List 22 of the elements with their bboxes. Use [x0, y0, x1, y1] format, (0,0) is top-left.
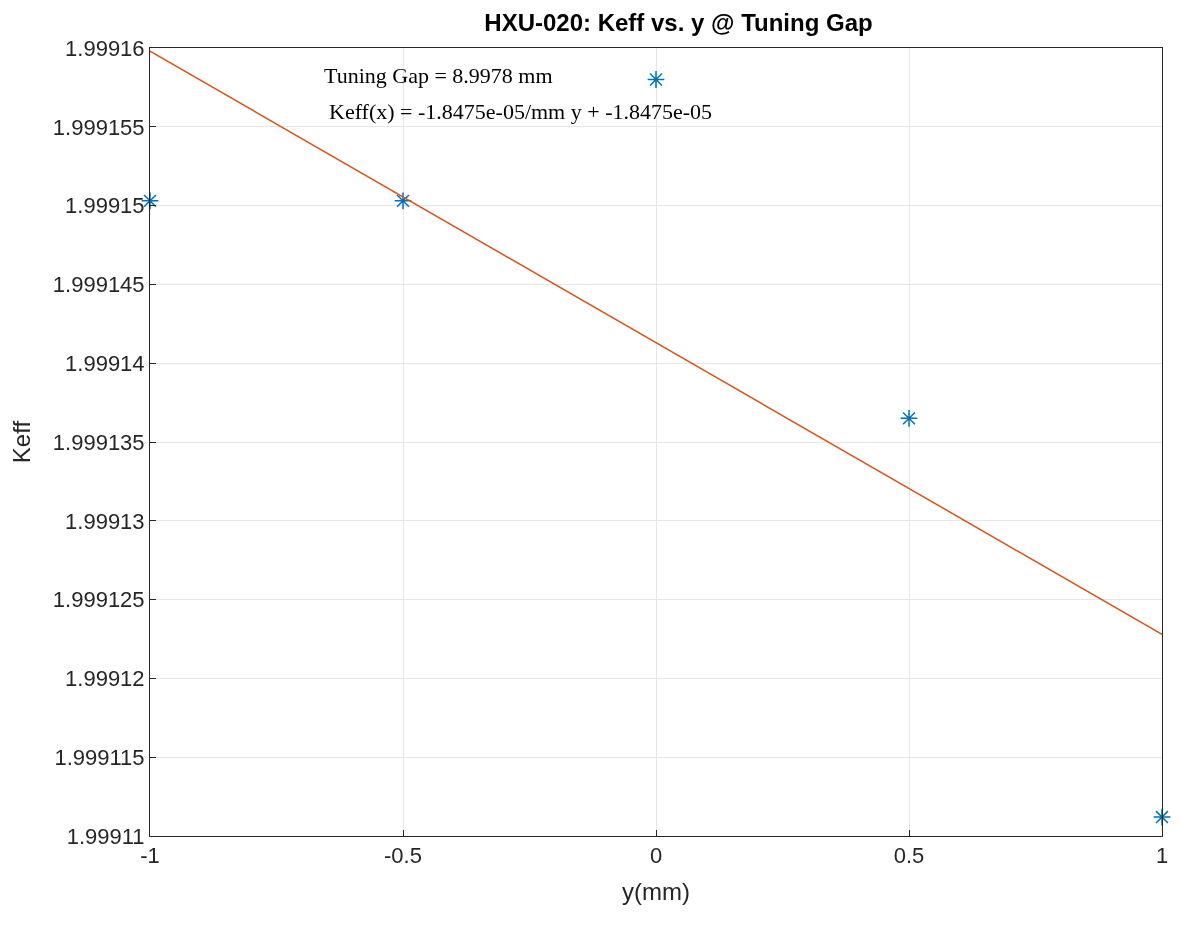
- x-axis-title: y(mm): [622, 877, 690, 905]
- y-axis-title: Keff: [7, 420, 35, 464]
- x-tick-label: 1: [1155, 843, 1169, 869]
- point: [1152, 807, 1172, 827]
- y-tick-label: 1.999155: [52, 114, 145, 140]
- y-tick-label: 1.99916: [65, 35, 145, 61]
- annotation: Keff(x) = -1.8475e-05/mm y + -1.8475e-05: [329, 99, 713, 124]
- x-tick-label: -0.5: [384, 843, 422, 869]
- y-tick-label: 1.999145: [52, 272, 145, 298]
- x-tick-label: 0: [649, 843, 663, 869]
- y-tick-label: 1.99915: [65, 193, 145, 219]
- y-tick-label: 1.999115: [54, 744, 145, 770]
- annotation: Tuning Gap = 8.9978 mm: [324, 63, 553, 88]
- y-tick-label: 1.99914: [65, 350, 145, 376]
- y-tick-label: 1.99912: [65, 666, 145, 692]
- x-tick-label: 0.5: [893, 843, 925, 869]
- y-tick-label: 1.99913: [65, 508, 145, 534]
- y-tick-label: 1.999125: [52, 587, 145, 613]
- point: [646, 70, 666, 89]
- point: [899, 409, 919, 428]
- y-tick-label: 1.999135: [52, 429, 145, 455]
- chart-title: HXU-020: Keff vs. y @ Tuning Gap: [484, 8, 873, 36]
